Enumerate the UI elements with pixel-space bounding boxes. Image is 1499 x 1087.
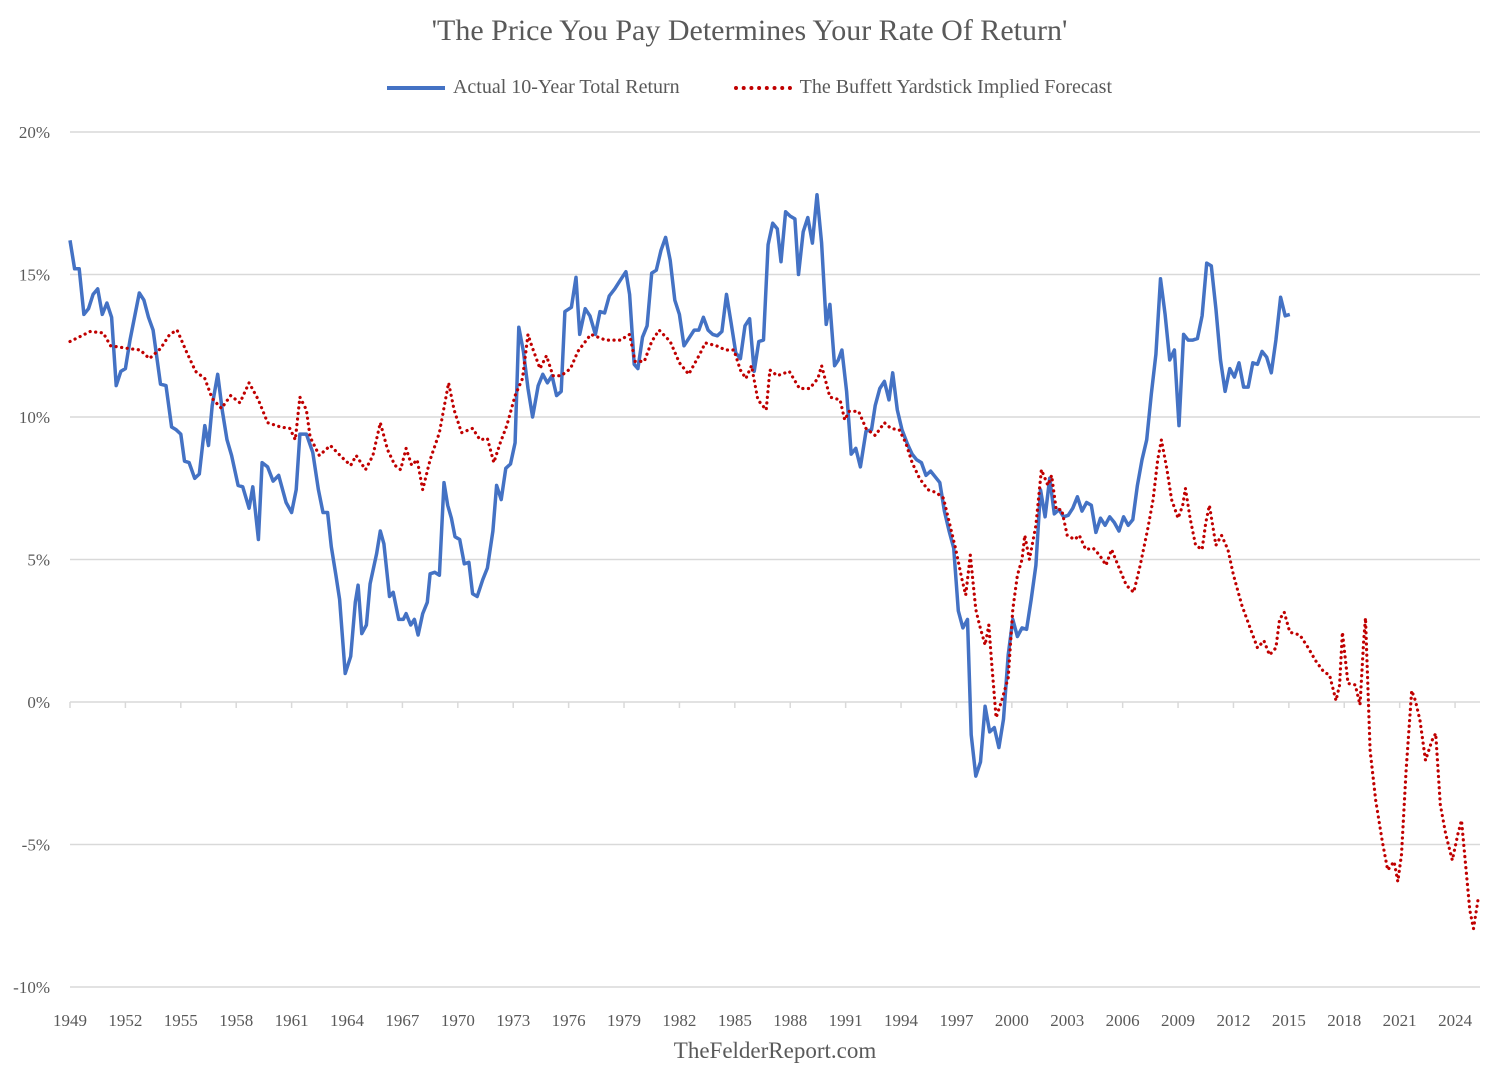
y-tick-label: 10%: [19, 408, 50, 427]
legend-swatch-dotted-red: [733, 85, 792, 90]
x-tick-label: 2024: [1438, 1011, 1473, 1030]
x-tick-label: 1973: [496, 1011, 530, 1030]
legend-label: The Buffett Yardstick Implied Forecast: [799, 76, 1113, 98]
y-tick-label: 20%: [19, 123, 50, 142]
x-tick-label: 2009: [1161, 1011, 1195, 1030]
chart-title: 'The Price You Pay Determines Your Rate …: [431, 14, 1068, 47]
y-tick-label: 5%: [27, 551, 50, 570]
chart-footer-source: TheFelderReport.com: [673, 1038, 877, 1063]
x-tick-label: 2021: [1383, 1011, 1417, 1030]
x-tick-label: 2012: [1216, 1011, 1250, 1030]
x-tick-label: 1985: [718, 1011, 752, 1030]
x-tick-label: 2000: [995, 1011, 1029, 1030]
x-tick-label: 2015: [1272, 1011, 1306, 1030]
x-tick-label: 1955: [164, 1011, 198, 1030]
y-tick-label: -5%: [22, 836, 50, 855]
legend-item-buffett-forecast: The Buffett Yardstick Implied Forecast: [733, 76, 1113, 99]
x-tick-label: 1976: [552, 1011, 586, 1030]
x-tick-label: 2018: [1327, 1011, 1361, 1030]
x-tick-label: 1994: [884, 1011, 919, 1030]
x-tick-label: 1967: [385, 1011, 420, 1030]
legend-swatch-solid-blue: [386, 85, 445, 90]
x-tick-label: 1982: [662, 1011, 696, 1030]
x-tick-label: 1949: [53, 1011, 87, 1030]
y-tick-label: -10%: [13, 978, 50, 997]
x-tick-label: 1961: [275, 1011, 309, 1030]
x-tick-label: 2006: [1106, 1011, 1140, 1030]
legend-item-actual-return: Actual 10-Year Total Return: [386, 76, 680, 99]
x-tick-label: 1991: [829, 1011, 863, 1030]
x-tick-label: 1979: [607, 1011, 641, 1030]
x-tick-label: 1952: [108, 1011, 142, 1030]
y-tick-label: 0%: [27, 693, 50, 712]
series-line-buffett-forecast: [68, 328, 1480, 931]
y-tick-label: 15%: [19, 266, 50, 285]
x-tick-label: 1997: [939, 1011, 974, 1030]
legend: Actual 10-Year Total Return The Buffett …: [0, 76, 1499, 99]
x-tick-label: 1958: [219, 1011, 253, 1030]
x-tick-label: 1970: [441, 1011, 475, 1030]
series-line-actual-return: [68, 192, 1291, 778]
x-tick-label: 1988: [773, 1011, 807, 1030]
x-tick-label: 1964: [330, 1011, 365, 1030]
legend-label: Actual 10-Year Total Return: [452, 76, 680, 98]
x-tick-label: 2003: [1050, 1011, 1084, 1030]
